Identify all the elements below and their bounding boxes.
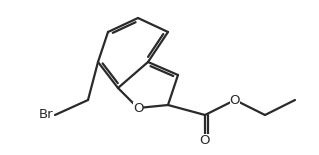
Text: Br: Br [38,108,53,122]
Text: O: O [133,102,143,115]
Text: O: O [200,133,210,146]
Text: O: O [230,93,240,106]
